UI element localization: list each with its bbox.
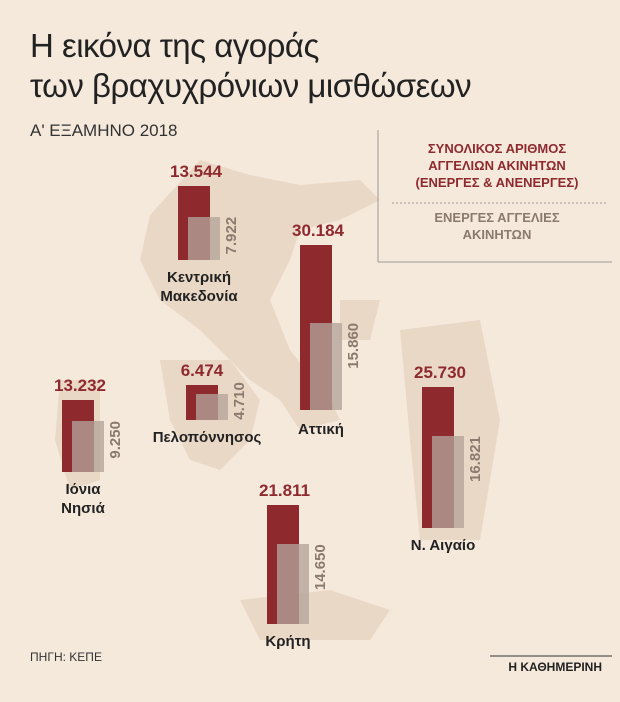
bar: [310, 323, 342, 410]
value-label: 13.232: [54, 375, 106, 395]
subtitle: Α' ΕΞΑΜΗΝΟ 2018: [30, 121, 178, 140]
brand: Η ΚΑΘΗΜΕΡΙΝΗ: [508, 660, 602, 674]
value-label: 14.650: [312, 543, 329, 590]
value-label: 4.710: [231, 382, 248, 420]
bar: [277, 543, 309, 624]
category-label: Ν. Αιγαίο: [410, 537, 476, 554]
bar: [188, 216, 220, 260]
category-label: Κεντρική Μακεδονία: [160, 269, 238, 305]
value-label: 7.922: [223, 216, 240, 255]
legend-entry: ΣΥΝΟΛΙΚΟΣ ΑΡΙΘΜΟΣ ΑΓΓΕΛΙΩΝ ΑΚΙΝΗΤΩΝ (ΕΝΕ…: [415, 141, 579, 190]
value-label: 6.474: [180, 360, 224, 380]
value-label: 16.821: [467, 435, 484, 482]
title: Η εικόνα της αγοράς των βραχυχρόνιων μισ…: [30, 27, 472, 104]
category-label: Κρήτη: [265, 633, 311, 650]
value-label: 25.730: [414, 363, 466, 383]
bar: [196, 394, 228, 420]
value-label: 9.250: [107, 421, 124, 459]
bar: [432, 435, 464, 528]
category-label: Ιόνια Νησιά: [61, 481, 105, 517]
value-label: 21.811: [259, 480, 311, 500]
value-label: 13.544: [170, 161, 222, 181]
category-label: Αττική: [298, 421, 344, 438]
bar: [72, 421, 104, 472]
value-label: 30.184: [292, 220, 344, 240]
legend-entry: ΕΝΕΡΓΕΣ ΑΓΓΕΛΙΕΣ ΑΚΙΝΗΤΩΝ: [434, 210, 560, 242]
value-label: 15.860: [345, 323, 362, 370]
category-label: Πελοπόννησος: [152, 429, 262, 446]
source: ΠΗΓΗ: ΚΕΠΕ: [30, 650, 102, 664]
